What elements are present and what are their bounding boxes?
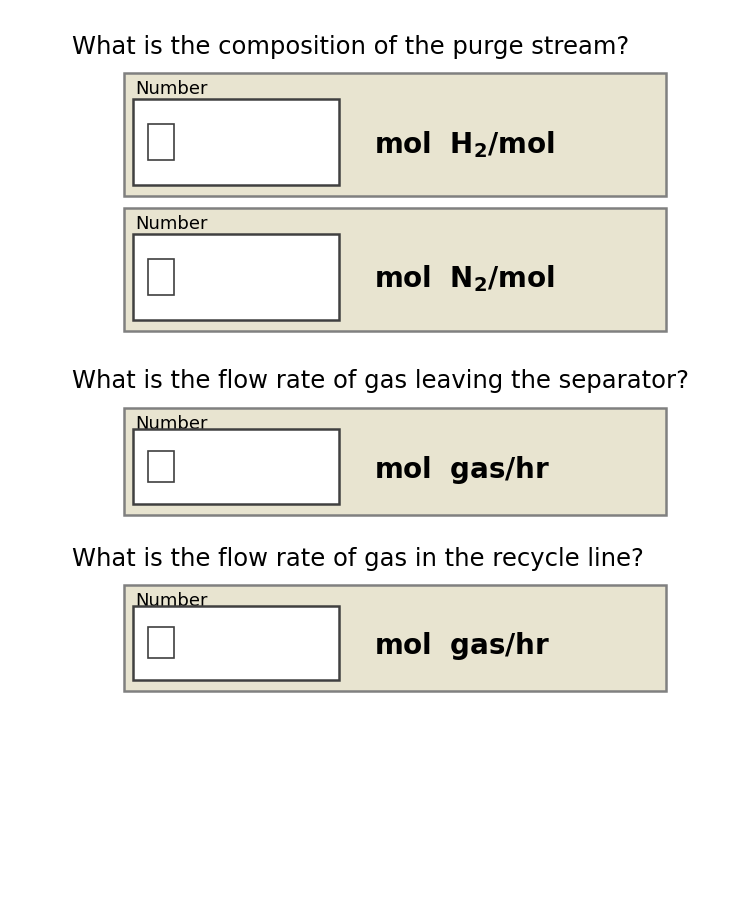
FancyBboxPatch shape [133, 98, 340, 185]
Text: $\mathbf{mol\ \ H_2/ mol}$: $\mathbf{mol\ \ H_2/ mol}$ [373, 128, 554, 159]
Text: Number: Number [136, 215, 208, 233]
Text: What is the flow rate of gas leaving the separator?: What is the flow rate of gas leaving the… [72, 369, 688, 393]
FancyBboxPatch shape [124, 408, 666, 515]
Text: $\mathbf{mol\ \ gas/ hr}$: $\mathbf{mol\ \ gas/ hr}$ [373, 454, 550, 486]
FancyBboxPatch shape [148, 124, 175, 160]
FancyBboxPatch shape [133, 429, 340, 504]
Text: Number: Number [136, 80, 208, 98]
FancyBboxPatch shape [148, 451, 175, 482]
FancyBboxPatch shape [124, 208, 666, 331]
FancyBboxPatch shape [148, 627, 175, 658]
FancyBboxPatch shape [133, 606, 340, 680]
Text: $\mathbf{mol\ \ gas/ hr}$: $\mathbf{mol\ \ gas/ hr}$ [373, 630, 550, 662]
Text: What is the flow rate of gas in the recycle line?: What is the flow rate of gas in the recy… [72, 547, 643, 570]
FancyBboxPatch shape [148, 259, 175, 295]
Text: $\mathbf{mol\ \ N_2/ mol}$: $\mathbf{mol\ \ N_2/ mol}$ [373, 263, 554, 294]
FancyBboxPatch shape [124, 73, 666, 196]
Text: What is the composition of the purge stream?: What is the composition of the purge str… [72, 35, 629, 58]
FancyBboxPatch shape [124, 585, 666, 691]
Text: Number: Number [136, 415, 208, 434]
Text: Number: Number [136, 592, 208, 610]
FancyBboxPatch shape [133, 233, 340, 320]
